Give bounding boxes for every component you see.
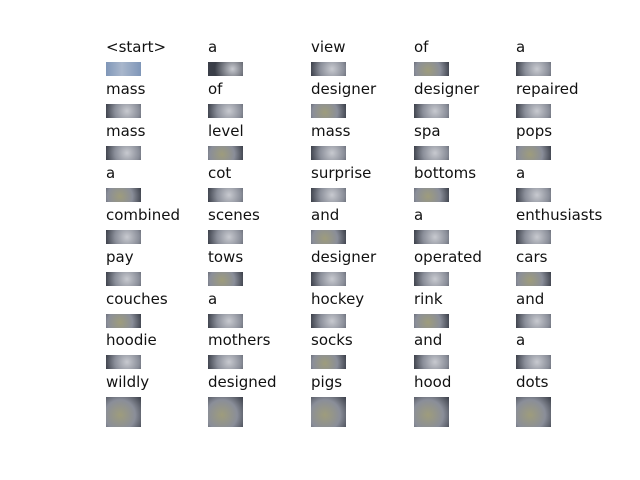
caption-word: level bbox=[208, 122, 244, 140]
attention-thumbnail bbox=[106, 314, 141, 328]
attention-thumbnail bbox=[208, 314, 243, 328]
attention-thumbnail bbox=[516, 272, 551, 286]
caption-word: a bbox=[516, 164, 526, 182]
caption-word: designed bbox=[208, 373, 277, 391]
caption-word: bottoms bbox=[414, 164, 477, 182]
caption-word: mass bbox=[106, 80, 146, 98]
caption-word: mothers bbox=[208, 331, 271, 349]
attention-thumbnail bbox=[311, 355, 346, 369]
caption-word: hood bbox=[414, 373, 452, 391]
attention-thumbnail bbox=[414, 188, 449, 202]
caption-word: a bbox=[106, 164, 116, 182]
caption-word: hockey bbox=[311, 290, 365, 308]
attention-thumbnail bbox=[208, 397, 243, 427]
attention-thumbnail bbox=[106, 62, 141, 76]
attention-thumbnail bbox=[414, 355, 449, 369]
caption-word: mass bbox=[106, 122, 146, 140]
caption-word: pigs bbox=[311, 373, 343, 391]
caption-word: a bbox=[208, 38, 218, 56]
attention-thumbnail bbox=[311, 188, 346, 202]
caption-word: socks bbox=[311, 331, 353, 349]
attention-thumbnail bbox=[414, 314, 449, 328]
attention-thumbnail bbox=[208, 104, 243, 118]
caption-word: and bbox=[414, 331, 443, 349]
caption-word: view bbox=[311, 38, 346, 56]
attention-thumbnail bbox=[106, 188, 141, 202]
attention-thumbnail bbox=[311, 272, 346, 286]
caption-word: and bbox=[311, 206, 340, 224]
attention-thumbnail bbox=[106, 355, 141, 369]
attention-thumbnail bbox=[414, 230, 449, 244]
caption-word: and bbox=[516, 290, 545, 308]
attention-thumbnail bbox=[208, 355, 243, 369]
caption-word: couches bbox=[106, 290, 168, 308]
caption-word: repaired bbox=[516, 80, 579, 98]
attention-thumbnail bbox=[414, 146, 449, 160]
caption-word: designer bbox=[311, 248, 377, 266]
attention-thumbnail bbox=[311, 230, 346, 244]
attention-thumbnail bbox=[106, 397, 141, 427]
attention-thumbnail bbox=[414, 272, 449, 286]
caption-word: hoodie bbox=[106, 331, 157, 349]
attention-thumbnail bbox=[208, 146, 243, 160]
caption-word: scenes bbox=[208, 206, 260, 224]
attention-thumbnail bbox=[516, 188, 551, 202]
caption-word: a bbox=[516, 38, 526, 56]
attention-thumbnail bbox=[208, 230, 243, 244]
caption-word: tows bbox=[208, 248, 244, 266]
attention-thumbnail bbox=[208, 62, 243, 76]
caption-word: a bbox=[414, 206, 424, 224]
attention-thumbnail bbox=[208, 272, 243, 286]
attention-thumbnail bbox=[106, 272, 141, 286]
attention-thumbnail bbox=[106, 104, 141, 118]
caption-word: a bbox=[208, 290, 218, 308]
attention-thumbnail bbox=[516, 104, 551, 118]
caption-word: designer bbox=[414, 80, 480, 98]
attention-thumbnail bbox=[414, 62, 449, 76]
caption-word: pops bbox=[516, 122, 553, 140]
caption-word: wildly bbox=[106, 373, 150, 391]
attention-thumbnail bbox=[414, 104, 449, 118]
attention-thumbnail bbox=[311, 62, 346, 76]
caption-word: combined bbox=[106, 206, 180, 224]
caption-word: spa bbox=[414, 122, 441, 140]
attention-thumbnail bbox=[106, 230, 141, 244]
caption-word: of bbox=[414, 38, 429, 56]
caption-word: operated bbox=[414, 248, 482, 266]
attention-thumbnail bbox=[516, 146, 551, 160]
attention-thumbnail bbox=[311, 104, 346, 118]
attention-thumbnail bbox=[516, 355, 551, 369]
caption-word: designer bbox=[311, 80, 377, 98]
attention-thumbnail bbox=[414, 397, 449, 427]
caption-word: enthusiasts bbox=[516, 206, 603, 224]
attention-thumbnail bbox=[516, 230, 551, 244]
attention-thumbnail bbox=[516, 314, 551, 328]
caption-word: <start> bbox=[106, 38, 167, 56]
attention-thumbnail bbox=[208, 188, 243, 202]
caption-word: cot bbox=[208, 164, 232, 182]
caption-word: dots bbox=[516, 373, 549, 391]
caption-word: rink bbox=[414, 290, 443, 308]
attention-thumbnail bbox=[106, 146, 141, 160]
attention-thumbnail bbox=[311, 146, 346, 160]
caption-word: pay bbox=[106, 248, 134, 266]
caption-word: of bbox=[208, 80, 223, 98]
attention-thumbnail bbox=[311, 397, 346, 427]
attention-thumbnail bbox=[516, 397, 551, 427]
caption-word: cars bbox=[516, 248, 548, 266]
caption-word: mass bbox=[311, 122, 351, 140]
caption-word: a bbox=[516, 331, 526, 349]
attention-thumbnail bbox=[311, 314, 346, 328]
attention-thumbnail bbox=[516, 62, 551, 76]
caption-word: surprise bbox=[311, 164, 372, 182]
